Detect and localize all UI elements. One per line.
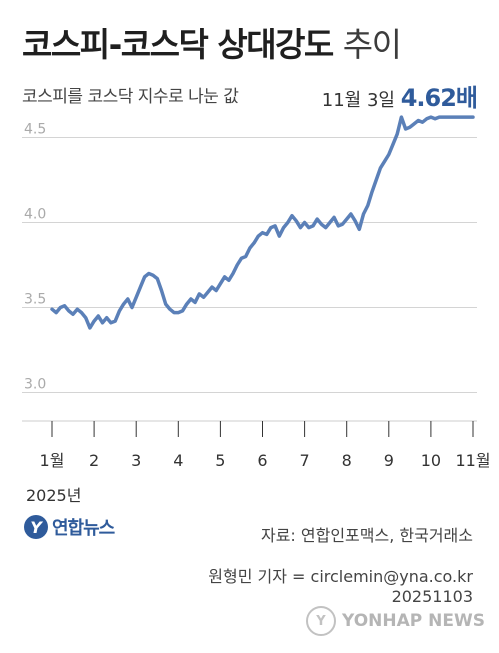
yonhap-logo: Y 연합뉴스 [24, 514, 115, 540]
watermark: Y YONHAP NEWS [306, 606, 485, 636]
x-tick-label: 10 [421, 451, 441, 470]
yonhap-logo-icon: Y [24, 515, 48, 539]
y-tick-label: 3.5 [24, 292, 46, 308]
x-tick-label: 8 [342, 451, 352, 470]
x-tick-label: 2 [89, 451, 99, 470]
source-note: 자료: 연합인포맥스, 한국거래소 [260, 526, 473, 545]
latest-value-callout: 11월 3일 4.62배 [321, 78, 478, 113]
x-tick-label: 1월 [40, 451, 65, 470]
x-tick-label: 6 [257, 451, 267, 470]
x-tick-label: 5 [215, 451, 225, 470]
x-tick-label: 11월 [455, 451, 490, 470]
x-tick-label: 9 [384, 451, 394, 470]
callout-value: 4.62배 [400, 84, 478, 112]
x-tick-label: 3 [131, 451, 141, 470]
reporter-credit: 원형민 기자 = circlemin@yna.co.kr [208, 567, 473, 586]
callout-date: 11월 3일 [321, 90, 395, 111]
title-suffix: 추이 [342, 25, 402, 64]
watermark-text: YONHAP NEWS [342, 611, 485, 631]
year-label: 2025년 [26, 486, 82, 505]
credit-block: 원형민 기자 = circlemin@yna.co.kr 20251103 [208, 567, 473, 607]
chart-subtitle: 코스피를 코스닥 지수로 나눈 값 [22, 87, 239, 107]
x-tick-label: 4 [173, 451, 183, 470]
y-tick-label: 4.5 [24, 122, 46, 138]
series-line [50, 115, 475, 330]
logo-text: 연합뉴스 [52, 518, 115, 539]
title-main: 코스피-코스닥 상대강도 [22, 25, 334, 64]
y-tick-label: 4.0 [24, 207, 46, 223]
page-title: 코스피-코스닥 상대강도 추이 [22, 18, 402, 66]
watermark-logo-icon: Y [306, 606, 337, 636]
x-tick-label: 7 [300, 451, 310, 470]
date-code: 20251103 [391, 587, 473, 606]
y-tick-label: 3.0 [24, 377, 46, 393]
